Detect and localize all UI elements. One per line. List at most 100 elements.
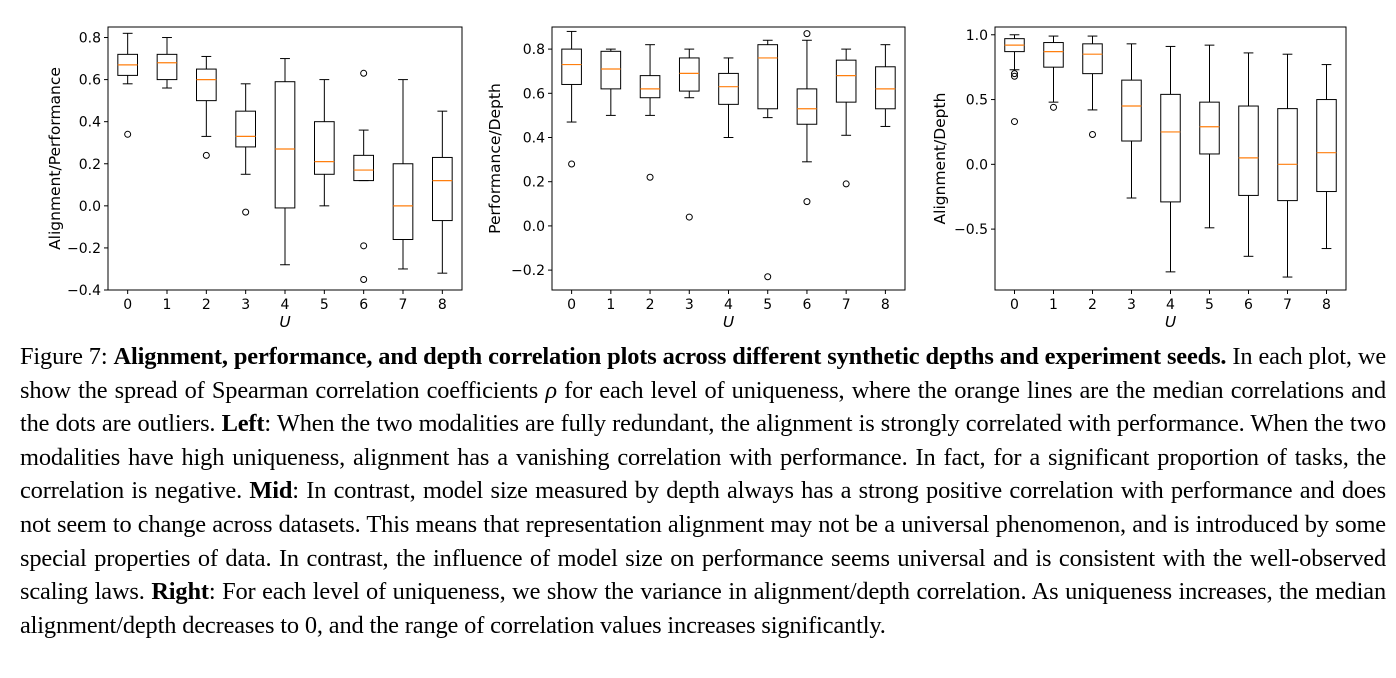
- iqr-box: [314, 121, 335, 175]
- iqr-box: [1199, 101, 1220, 155]
- x-tick-label: 8: [1322, 297, 1331, 313]
- box-2: [639, 44, 661, 181]
- y-tick-label: 0.6: [79, 73, 101, 89]
- x-axis-label: U: [723, 313, 735, 331]
- box-8: [432, 110, 453, 274]
- outlier-point: [360, 242, 368, 250]
- x-tick-label: 6: [802, 297, 811, 313]
- caption-right-label: Right: [151, 578, 209, 606]
- iqr-box: [1277, 108, 1298, 202]
- y-tick-label: −0.2: [67, 241, 101, 257]
- caption-left-label: Left: [221, 410, 265, 438]
- x-tick-label: 2: [202, 297, 211, 313]
- x-tick-label: 8: [438, 297, 447, 313]
- box-plot-panel-2: −0.5 0.0 0.5 1.0 0 1 2 3 4 5 6 7 8 U Alignment/Depth: [931, 26, 1347, 331]
- box-0: [561, 30, 582, 168]
- iqr-box: [1316, 99, 1337, 193]
- x-tick-label: 2: [646, 297, 655, 313]
- x-tick-label: 5: [763, 297, 772, 313]
- iqr-box: [718, 72, 739, 105]
- box-4: [1160, 45, 1181, 273]
- x-tick-label: 8: [881, 297, 890, 313]
- box-1: [1043, 35, 1064, 111]
- y-tick-label: −0.5: [954, 222, 988, 238]
- x-tick-label: 5: [320, 297, 329, 313]
- box-0: [1004, 34, 1025, 126]
- box-8: [875, 44, 896, 127]
- box-5: [314, 79, 335, 207]
- iqr-box: [196, 68, 217, 102]
- y-tick-label: 0.8: [523, 42, 545, 58]
- box-0: [117, 32, 139, 138]
- y-tick-label: −0.2: [511, 263, 545, 279]
- box-5: [757, 39, 779, 281]
- iqr-box: [875, 66, 896, 110]
- x-tick-label: 6: [359, 297, 368, 313]
- iqr-box: [1082, 43, 1103, 75]
- box-4: [274, 58, 296, 266]
- y-tick-label: 0.0: [966, 157, 988, 173]
- outlier-point: [568, 160, 576, 168]
- y-tick-label: 0.4: [79, 115, 101, 131]
- y-axis-label: Alignment/Performance: [46, 67, 64, 250]
- caption-label: Figure 7:: [20, 343, 114, 370]
- caption-rho: ρ: [545, 376, 557, 404]
- outlier-point: [202, 151, 210, 159]
- y-tick-label: 1.0: [966, 28, 988, 44]
- y-axis-label: Performance/Depth: [486, 83, 504, 234]
- outlier-point: [124, 130, 132, 138]
- outlier-point: [685, 213, 693, 221]
- outlier-point: [242, 208, 250, 216]
- y-tick-label: 0.4: [523, 131, 545, 147]
- y-axis-label: Alignment/Depth: [931, 93, 949, 225]
- x-tick-label: 1: [1049, 297, 1058, 313]
- y-tick-label: 0.2: [79, 157, 101, 173]
- figure-panels: −0.4 −0.2 0.0 0.2 0.4 0.6 0.8 0 1 2 3 4 5 6 7 8 U Alignme…: [46, 26, 1347, 331]
- outlier-point: [842, 180, 850, 188]
- caption-title: Alignment, performance, and depth correl…: [113, 343, 1227, 370]
- box-plot-panel-0: −0.4 −0.2 0.0 0.2 0.4 0.6 0.8 0 1 2 3 4 5 6 7 8 U Alignme…: [46, 26, 463, 331]
- y-tick-label: −0.4: [67, 283, 101, 299]
- y-tick-label: 0.8: [79, 31, 101, 47]
- x-tick-label: 4: [724, 297, 733, 313]
- x-tick-label: 3: [241, 297, 250, 313]
- x-tick-label: 0: [123, 297, 132, 313]
- caption-left-text: : When the two modalities are fully redu…: [20, 410, 1386, 505]
- box-7: [835, 48, 857, 188]
- y-tick-label: 0.0: [523, 219, 545, 235]
- iqr-box: [757, 44, 779, 110]
- x-tick-label: 7: [842, 297, 851, 313]
- outlier-point: [1050, 103, 1057, 111]
- iqr-box: [796, 88, 818, 125]
- iqr-box: [1238, 105, 1259, 196]
- x-axis-label: U: [1165, 313, 1177, 331]
- iqr-box: [561, 48, 582, 85]
- y-tick-label: 0.5: [966, 93, 988, 109]
- figure-caption: Figure 7: Alignment, performance, and de…: [20, 340, 1386, 642]
- caption-mid-label: Mid: [249, 477, 293, 505]
- y-tick-label: 0.2: [523, 175, 545, 191]
- x-tick-label: 0: [1010, 297, 1019, 313]
- box-2: [196, 55, 217, 159]
- outlier-point: [803, 30, 811, 38]
- iqr-box: [600, 50, 622, 90]
- iqr-box: [835, 59, 857, 103]
- x-tick-label: 3: [685, 297, 694, 313]
- caption-text-2: for each level of uniqueness, where the …: [20, 376, 1386, 438]
- iqr-box: [235, 110, 256, 148]
- x-tick-label: 4: [281, 297, 290, 313]
- outlier-point: [803, 198, 811, 206]
- iqr-box: [432, 156, 453, 222]
- box-7: [1277, 53, 1298, 278]
- box-6: [353, 69, 375, 283]
- x-tick-label: 6: [1244, 297, 1253, 313]
- x-tick-label: 0: [567, 297, 576, 313]
- x-tick-label: 1: [606, 297, 615, 313]
- x-tick-label: 4: [1166, 297, 1175, 313]
- box-8: [1316, 64, 1337, 250]
- box-6: [1238, 52, 1259, 257]
- iqr-box: [639, 75, 661, 99]
- x-tick-label: 1: [163, 297, 172, 313]
- iqr-box: [1043, 42, 1064, 68]
- box-6: [796, 30, 818, 206]
